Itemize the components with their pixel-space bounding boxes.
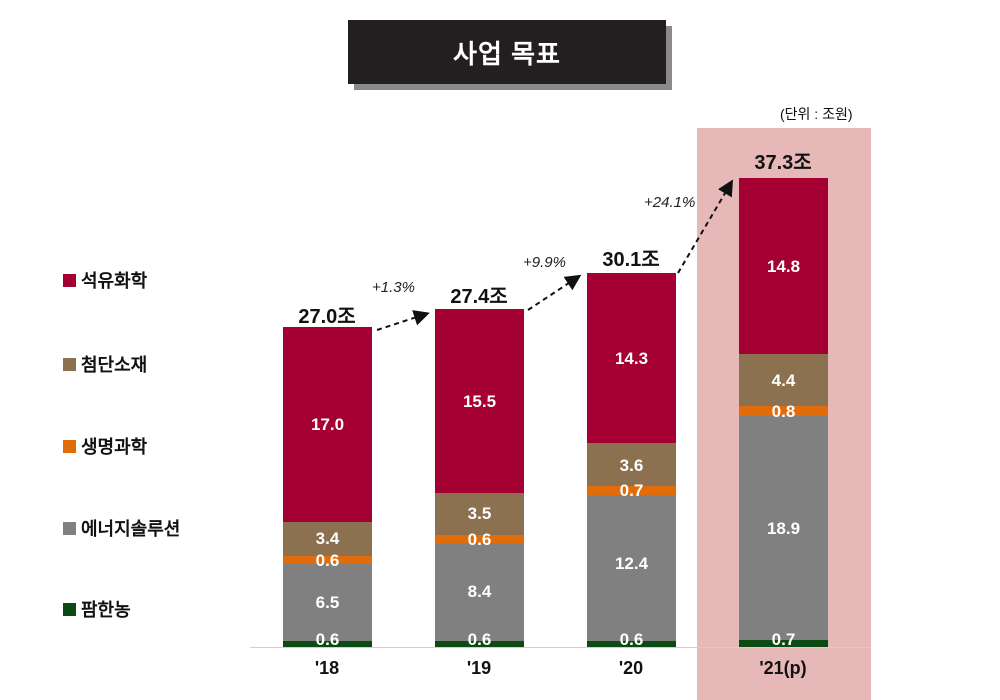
segment-value: 0.6 bbox=[315, 551, 340, 570]
segment-farm-hannong bbox=[283, 641, 372, 647]
x-label-2021p: '21(p) bbox=[759, 658, 807, 678]
x-axis-baseline bbox=[250, 647, 871, 648]
legend-label: 석유화학 bbox=[81, 271, 148, 291]
segment-advanced-materials: 3.4 bbox=[283, 522, 372, 556]
x-label-2020: '20 bbox=[618, 658, 644, 678]
segment-value: 0.6 bbox=[619, 630, 644, 649]
segment-value: 18.9 bbox=[766, 519, 801, 538]
segment-farm-hannong bbox=[435, 641, 524, 647]
legend-item-petrochemical: 석유화학 bbox=[63, 267, 147, 293]
segment-value: 0.7 bbox=[771, 630, 796, 649]
segment-petrochemical: 14.8 bbox=[739, 178, 828, 354]
legend-label: 팜한농 bbox=[81, 600, 131, 620]
growth-label-2020: +9.9% bbox=[523, 254, 566, 271]
segment-value: 3.4 bbox=[315, 529, 340, 548]
segment-value: 0.6 bbox=[467, 630, 492, 649]
segment-farm-hannong bbox=[739, 640, 828, 647]
swatch-farm-hannong bbox=[63, 602, 76, 616]
segment-value: 0.8 bbox=[771, 402, 796, 421]
segment-value: 17.0 bbox=[310, 415, 345, 434]
growth-label-2019: +1.3% bbox=[372, 279, 415, 296]
segment-value: 8.4 bbox=[467, 582, 492, 601]
swatch-energy-solution bbox=[63, 521, 76, 535]
segment-life-sciences bbox=[739, 406, 828, 416]
segment-advanced-materials: 3.5 bbox=[435, 493, 524, 535]
x-label-2019: '19 bbox=[466, 658, 492, 678]
legend-label: 생명과학 bbox=[81, 437, 148, 457]
segment-value: 0.6 bbox=[315, 630, 340, 649]
segment-petrochemical: 15.5 bbox=[435, 309, 524, 493]
segment-advanced-materials: 3.6 bbox=[587, 443, 676, 486]
arrow-2018-2019 bbox=[376, 310, 430, 331]
swatch-advanced-materials bbox=[63, 357, 76, 371]
segment-value: 12.4 bbox=[614, 554, 649, 573]
segment-life-sciences bbox=[283, 556, 372, 564]
x-label-2018: '18 bbox=[314, 658, 340, 678]
segment-value: 14.8 bbox=[766, 257, 801, 276]
total-2020: 30.1조 bbox=[602, 249, 660, 271]
segment-value: 4.4 bbox=[771, 371, 796, 390]
bar-2020: 14.3 3.6 12.4 0.7 0.6 bbox=[587, 273, 676, 649]
segment-farm-hannong bbox=[587, 641, 676, 647]
legend-item-farm-hannong: 팜한농 bbox=[63, 596, 131, 622]
segment-energy-solution: 6.5 bbox=[283, 564, 372, 641]
segment-petrochemical: 14.3 bbox=[587, 273, 676, 443]
segment-value: 0.6 bbox=[467, 530, 492, 549]
legend-item-life-sciences: 생명과학 bbox=[63, 433, 147, 459]
segment-value: 3.5 bbox=[467, 504, 492, 523]
bar-2018: 17.0 3.4 6.5 0.6 0.6 bbox=[283, 327, 372, 649]
legend-item-energy-solution: 에너지솔루션 bbox=[63, 515, 180, 541]
arrow-2019-2020 bbox=[527, 274, 582, 311]
total-2021p: 37.3조 bbox=[754, 152, 812, 174]
segment-life-sciences bbox=[587, 486, 676, 495]
total-2018: 27.0조 bbox=[298, 306, 356, 328]
segment-petrochemical: 17.0 bbox=[283, 327, 372, 522]
segment-advanced-materials: 4.4 bbox=[739, 354, 828, 406]
legend-label: 첨단소재 bbox=[81, 355, 148, 375]
unit-label: (단위 : 조원) bbox=[780, 106, 853, 122]
total-2019: 27.4조 bbox=[450, 286, 508, 308]
page-title: 사업 목표 bbox=[348, 20, 666, 84]
arrow-2020-2021p bbox=[677, 179, 734, 274]
segment-value: 15.5 bbox=[462, 392, 497, 411]
legend-item-advanced-materials: 첨단소재 bbox=[63, 351, 147, 377]
segment-value: 0.7 bbox=[619, 481, 644, 500]
swatch-life-sciences bbox=[63, 439, 76, 453]
segment-life-sciences bbox=[435, 535, 524, 543]
segment-value: 14.3 bbox=[614, 349, 649, 368]
bar-2019: 15.5 3.5 8.4 0.6 0.6 bbox=[435, 309, 524, 649]
segment-value: 3.6 bbox=[619, 456, 644, 475]
segment-energy-solution: 8.4 bbox=[435, 543, 524, 641]
segment-energy-solution: 12.4 bbox=[587, 495, 676, 641]
growth-label-2021p: +24.1% bbox=[644, 194, 696, 211]
legend-label: 에너지솔루션 bbox=[81, 519, 181, 539]
swatch-petrochemical bbox=[63, 273, 76, 287]
segment-energy-solution: 18.9 bbox=[739, 416, 828, 640]
bar-2021p: 14.8 4.4 18.9 0.8 0.7 bbox=[739, 178, 828, 649]
segment-value: 6.5 bbox=[315, 593, 340, 612]
